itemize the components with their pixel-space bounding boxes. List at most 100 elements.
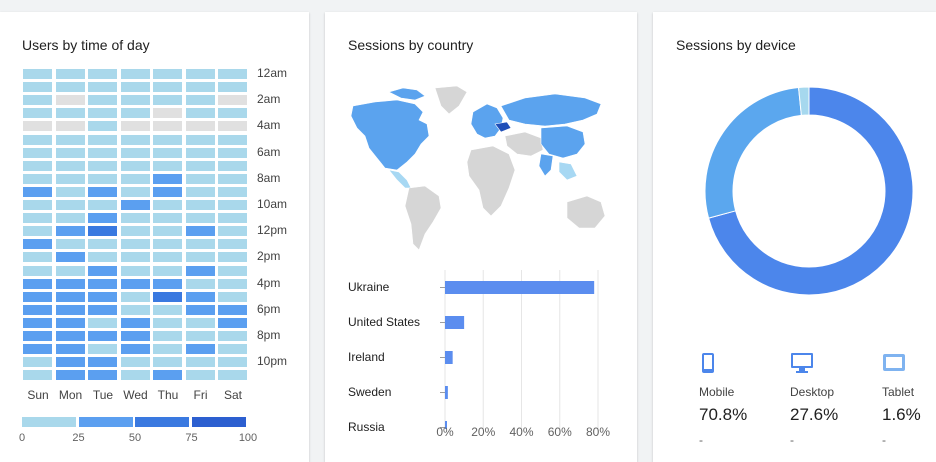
heatmap-cell[interactable] xyxy=(218,200,247,210)
heatmap-cell[interactable] xyxy=(88,331,117,341)
device-donut-chart[interactable] xyxy=(703,85,915,297)
map-india[interactable] xyxy=(538,153,554,177)
heatmap-cell[interactable] xyxy=(88,239,117,250)
heatmap-cell[interactable] xyxy=(120,252,150,263)
heatmap-cell[interactable] xyxy=(120,186,150,197)
heatmap-cell[interactable] xyxy=(88,344,117,355)
heatmap-cell[interactable] xyxy=(218,108,247,119)
country-bar[interactable] xyxy=(445,421,447,429)
heatmap-cell[interactable] xyxy=(185,357,215,368)
heatmap-cell[interactable] xyxy=(88,265,117,276)
heatmap-cell[interactable] xyxy=(153,304,182,315)
heatmap-cell[interactable] xyxy=(88,317,117,328)
heatmap-cell[interactable] xyxy=(23,344,52,355)
heatmap-cell[interactable] xyxy=(185,370,215,381)
heatmap-cell[interactable] xyxy=(218,186,247,197)
heatmap-cell[interactable] xyxy=(185,108,215,119)
heatmap-cell[interactable] xyxy=(185,291,215,302)
heatmap-cell[interactable] xyxy=(153,291,182,302)
heatmap-cell[interactable] xyxy=(120,278,150,289)
heatmap-cell[interactable] xyxy=(218,121,247,132)
heatmap-cell[interactable] xyxy=(23,357,52,368)
heatmap-cell[interactable] xyxy=(185,317,215,328)
heatmap-cell[interactable] xyxy=(23,200,52,210)
heatmap-cell[interactable] xyxy=(153,357,182,368)
heatmap-cell[interactable] xyxy=(55,370,85,381)
heatmap-cell[interactable] xyxy=(55,108,85,119)
map-south-america[interactable] xyxy=(404,185,442,251)
heatmap-cell[interactable] xyxy=(23,108,52,119)
heatmap-cell[interactable] xyxy=(55,121,85,132)
heatmap-cell[interactable] xyxy=(88,200,117,210)
heatmap-cell[interactable] xyxy=(55,239,85,250)
heatmap-cell[interactable] xyxy=(88,226,117,237)
heatmap-cell[interactable] xyxy=(23,95,52,106)
heatmap-cell[interactable] xyxy=(88,160,117,171)
heatmap-cell[interactable] xyxy=(55,357,85,368)
heatmap-cell[interactable] xyxy=(55,291,85,302)
heatmap-cell[interactable] xyxy=(218,331,247,341)
heatmap-cell[interactable] xyxy=(23,121,52,132)
heatmap-cell[interactable] xyxy=(185,239,215,250)
heatmap-cell[interactable] xyxy=(55,200,85,210)
heatmap-cell[interactable] xyxy=(120,291,150,302)
heatmap-cell[interactable] xyxy=(153,95,182,106)
heatmap-cell[interactable] xyxy=(120,226,150,237)
heatmap-cell[interactable] xyxy=(23,147,52,158)
heatmap-cell[interactable] xyxy=(185,252,215,263)
heatmap-cell[interactable] xyxy=(185,147,215,158)
heatmap-cell[interactable] xyxy=(23,134,52,145)
map-africa[interactable] xyxy=(466,145,516,217)
heatmap-cell[interactable] xyxy=(23,160,52,171)
heatmap-cell[interactable] xyxy=(120,108,150,119)
heatmap-cell[interactable] xyxy=(185,278,215,289)
heatmap-cell[interactable] xyxy=(153,160,182,171)
heatmap-cell[interactable] xyxy=(153,213,182,224)
heatmap-cell[interactable] xyxy=(185,331,215,341)
heatmap-cell[interactable] xyxy=(88,121,117,132)
map-middle-east[interactable] xyxy=(504,131,544,157)
heatmap-cell[interactable] xyxy=(55,265,85,276)
heatmap-cell[interactable] xyxy=(218,304,247,315)
heatmap-cell[interactable] xyxy=(153,265,182,276)
heatmap-cell[interactable] xyxy=(185,186,215,197)
heatmap-cell[interactable] xyxy=(153,69,182,79)
heatmap-cell[interactable] xyxy=(120,357,150,368)
heatmap-cell[interactable] xyxy=(120,304,150,315)
heatmap-cell[interactable] xyxy=(185,200,215,210)
heatmap-cell[interactable] xyxy=(120,134,150,145)
heatmap-cell[interactable] xyxy=(23,331,52,341)
heatmap-cell[interactable] xyxy=(88,357,117,368)
heatmap-cell[interactable] xyxy=(55,147,85,158)
heatmap-cell[interactable] xyxy=(23,69,52,79)
heatmap-cell[interactable] xyxy=(120,147,150,158)
country-bar[interactable] xyxy=(445,281,595,294)
heatmap-cell[interactable] xyxy=(23,317,52,328)
heatmap-cell[interactable] xyxy=(55,82,85,93)
map-europe[interactable] xyxy=(470,103,504,139)
heatmap-cell[interactable] xyxy=(88,291,117,302)
heatmap-cell[interactable] xyxy=(88,108,117,119)
heatmap-cell[interactable] xyxy=(23,186,52,197)
heatmap-cell[interactable] xyxy=(218,226,247,237)
heatmap-cell[interactable] xyxy=(185,304,215,315)
heatmap-cell[interactable] xyxy=(218,160,247,171)
heatmap-cell[interactable] xyxy=(23,265,52,276)
country-bar[interactable] xyxy=(445,351,453,364)
heatmap-cell[interactable] xyxy=(120,160,150,171)
heatmap-cell[interactable] xyxy=(218,278,247,289)
heatmap-cell[interactable] xyxy=(153,370,182,381)
heatmap-cell[interactable] xyxy=(185,226,215,237)
heatmap-cell[interactable] xyxy=(88,173,117,184)
heatmap-cell[interactable] xyxy=(23,304,52,315)
country-bar[interactable] xyxy=(445,316,465,329)
heatmap-cell[interactable] xyxy=(55,69,85,79)
heatmap-cell[interactable] xyxy=(55,160,85,171)
heatmap-cell[interactable] xyxy=(23,226,52,237)
heatmap-cell[interactable] xyxy=(23,173,52,184)
map-canada-islands[interactable] xyxy=(388,87,426,101)
heatmap-cell[interactable] xyxy=(218,69,247,79)
heatmap-cell[interactable] xyxy=(120,69,150,79)
donut-slice-desktop[interactable] xyxy=(704,86,802,219)
heatmap-cell[interactable] xyxy=(153,186,182,197)
